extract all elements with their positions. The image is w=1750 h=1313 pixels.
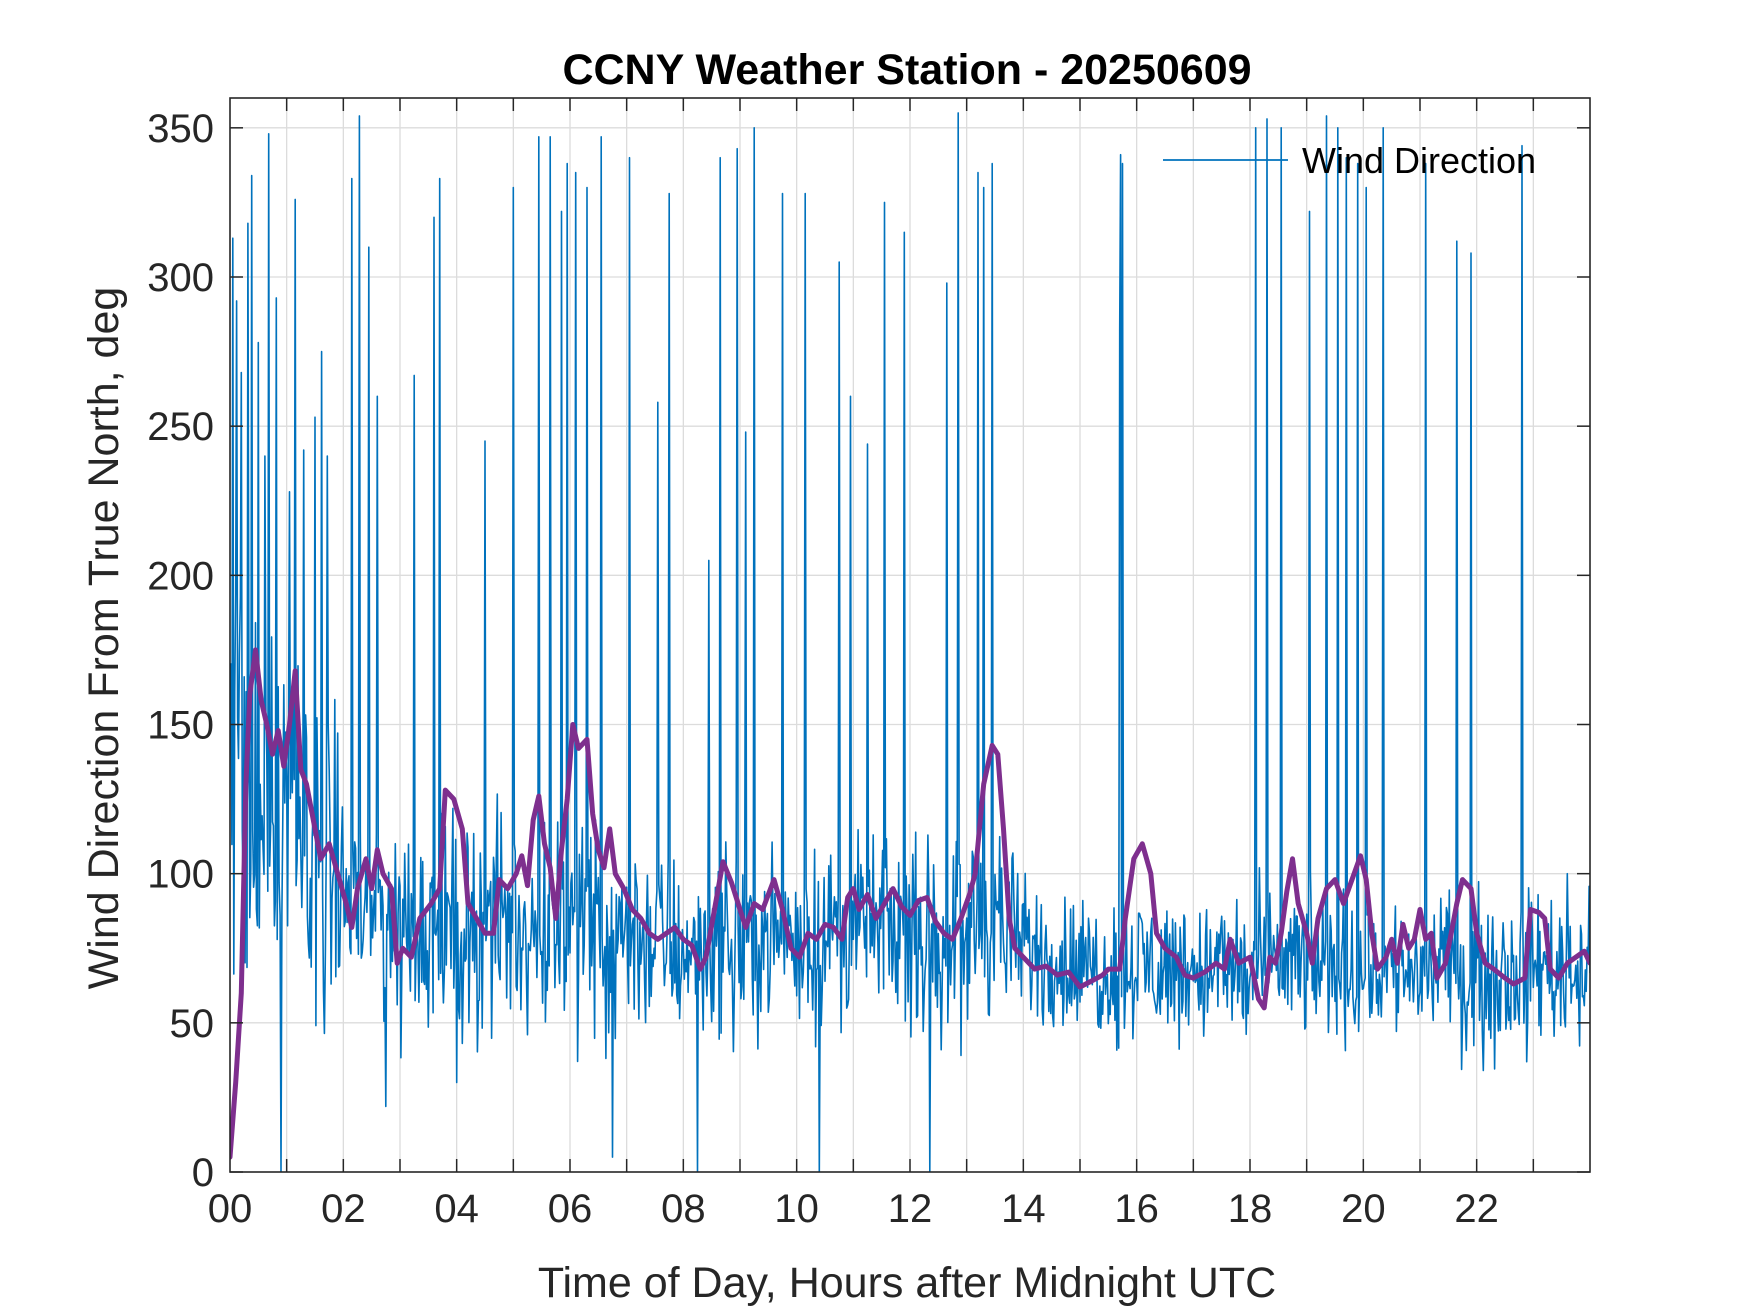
y-tick-labels: 0 50 100 150 200 250 300 350 [147, 107, 214, 1195]
y-tick-label: 200 [147, 554, 214, 598]
y-tick-label: 250 [147, 405, 214, 449]
x-tick-label: 20 [1341, 1187, 1386, 1231]
x-tick-label: 14 [1001, 1187, 1046, 1231]
chart-title: CCNY Weather Station - 20250609 [562, 46, 1251, 94]
y-tick-label: 0 [192, 1151, 214, 1195]
grid-layer [230, 98, 1590, 1172]
x-tick-label: 16 [1114, 1187, 1159, 1231]
tick-layer [230, 98, 1590, 1173]
legend: Wind Direction [1163, 140, 1536, 181]
y-tick-label: 300 [147, 256, 214, 300]
y-tick-label: 100 [147, 853, 214, 897]
x-tick-label: 02 [321, 1187, 366, 1231]
x-tick-label: 04 [434, 1187, 479, 1231]
legend-label-wind-direction: Wind Direction [1302, 140, 1536, 181]
y-axis-label: Wind Direction From True North, deg [80, 287, 128, 990]
x-tick-label: 06 [548, 1187, 593, 1231]
y-tick-label: 150 [147, 704, 214, 748]
x-axis-label: Time of Day, Hours after Midnight UTC [538, 1259, 1276, 1307]
x-tick-label: 08 [661, 1187, 706, 1231]
x-tick-label: 00 [208, 1187, 253, 1231]
x-tick-labels: 00 02 04 06 08 10 12 14 16 18 20 22 [208, 1187, 1499, 1231]
x-tick-label: 22 [1454, 1187, 1499, 1231]
x-tick-label: 12 [888, 1187, 933, 1231]
plot-area [230, 112, 1590, 1172]
x-tick-label: 10 [774, 1187, 819, 1231]
x-tick-label: 18 [1228, 1187, 1273, 1231]
y-tick-label: 50 [170, 1002, 215, 1046]
y-tick-label: 350 [147, 107, 214, 151]
series-line-smoothed [230, 647, 1590, 1160]
